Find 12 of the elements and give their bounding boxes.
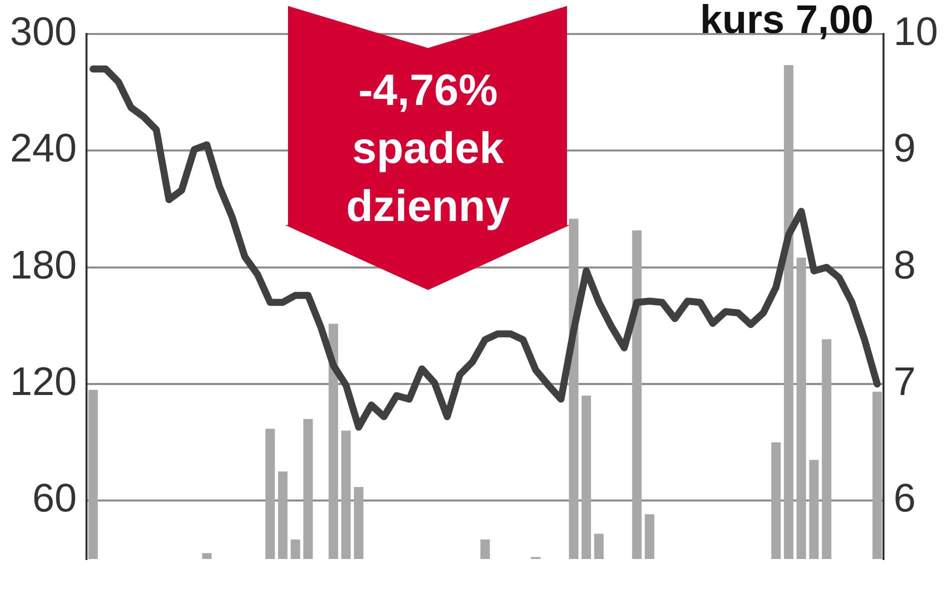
y2-tick-label: 7 — [894, 360, 916, 404]
y2-tick-label: 6 — [894, 476, 916, 521]
annotation: -4,76% spadek dzienny — [345, 65, 511, 233]
y2-tick-label: 9 — [894, 126, 916, 171]
y-tick-label: 240 — [10, 126, 77, 171]
y-tick-label: 60 — [32, 476, 77, 521]
y-tick-label: 120 — [10, 360, 77, 404]
chart-title: kurs 7,00 — [700, 0, 874, 42]
y2-tick-label: 8 — [894, 243, 916, 288]
y2-tick-label: 10 — [894, 10, 938, 54]
y-tick-label: 180 — [10, 243, 77, 288]
y-tick-label: 300 — [10, 10, 77, 54]
